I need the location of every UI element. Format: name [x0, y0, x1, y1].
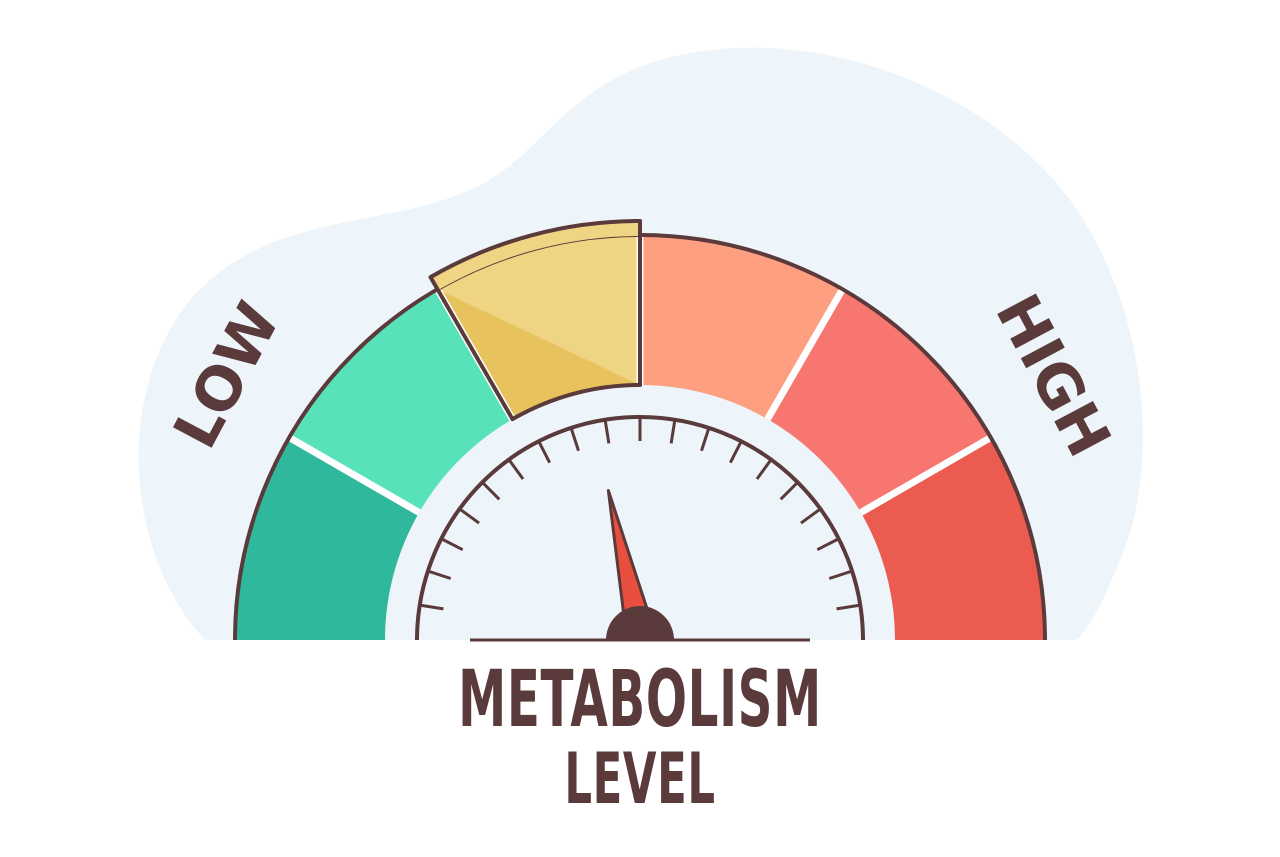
- dial-tick: [419, 603, 444, 611]
- dial-tick: [481, 481, 501, 501]
- highlighted-segment-raise: [431, 222, 640, 291]
- dial-tick: [816, 537, 840, 551]
- dial-tick: [669, 419, 677, 444]
- title-metabolism: METABOLISM: [458, 655, 822, 745]
- segment-divider: [287, 434, 421, 516]
- gauge-segment-high-1: [767, 289, 991, 513]
- needle-hub: [606, 606, 674, 640]
- dial-tick: [800, 507, 822, 525]
- dial-tick: [427, 569, 452, 580]
- segment-divider: [859, 434, 993, 516]
- dial-tick: [458, 507, 480, 525]
- gauge-dial: [390, 390, 890, 641]
- dial-tick: [779, 481, 799, 501]
- dial-ticks: [419, 417, 861, 611]
- gauge-segment-low-2: [289, 289, 513, 513]
- dial-tick: [828, 569, 853, 580]
- title-level: LEVEL: [564, 738, 716, 820]
- gauge-segments: [233, 219, 1047, 641]
- highlighted-segment-outline: [428, 219, 642, 422]
- dial-tick: [440, 537, 464, 551]
- dial-tick: [729, 440, 743, 464]
- gauge-segment-shade: [437, 289, 640, 420]
- dial-tick: [507, 458, 525, 480]
- segment-divider: [764, 287, 846, 421]
- dial-tick: [755, 458, 773, 480]
- dial-tick: [537, 440, 551, 464]
- dial-tick: [603, 419, 611, 444]
- dial-tick: [700, 427, 711, 452]
- dial-tick: [836, 603, 861, 611]
- dial-tick: [569, 427, 580, 452]
